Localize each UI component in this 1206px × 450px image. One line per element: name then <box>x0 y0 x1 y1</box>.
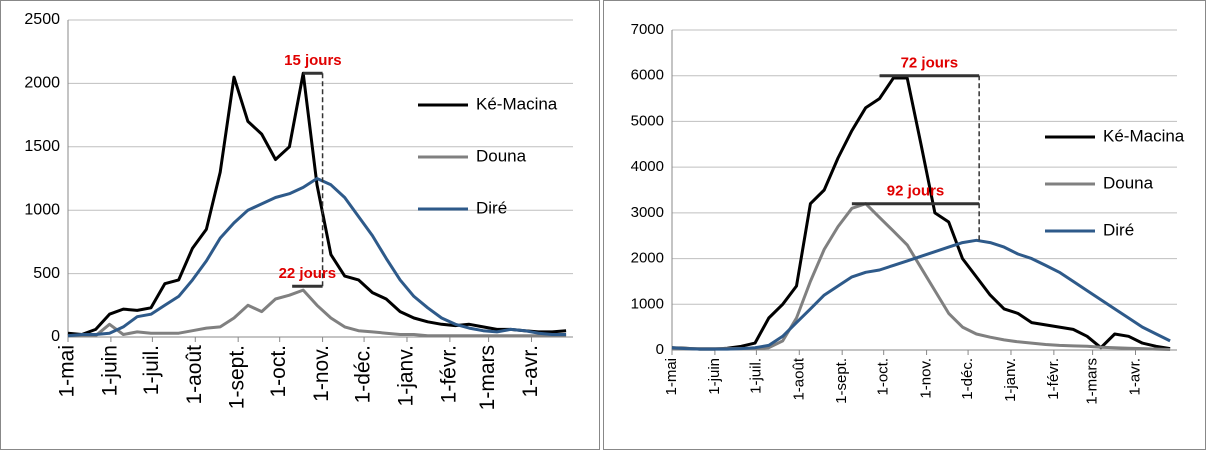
series-line <box>671 76 1171 351</box>
x-tick-label: 1-juil. <box>140 345 163 395</box>
legend-label: Douna <box>1103 173 1154 192</box>
annotation-label: 15 jours <box>284 52 342 69</box>
x-tick-label: 1-déc. <box>352 345 375 403</box>
x-tick-label: 1-oct. <box>267 345 290 398</box>
x-tick-label: 1-déc. <box>959 358 976 400</box>
x-tick-label: 1-juin <box>706 358 723 395</box>
x-tick-label: 1-juin <box>98 345 121 396</box>
y-tick-label: 2000 <box>631 250 664 267</box>
x-tick-label: 1-janv. <box>395 345 418 406</box>
series-line <box>671 238 1171 351</box>
y-tick-label: 7000 <box>631 21 664 38</box>
x-tick-label: 1-sept. <box>833 358 850 404</box>
y-tick-label: 0 <box>51 328 60 345</box>
x-tick-label: 1-mars <box>476 345 499 410</box>
x-tick-label: 1-juil. <box>747 358 764 394</box>
x-tick-label: 1-nov. <box>918 358 935 399</box>
annotation-label: 22 jours <box>279 265 337 282</box>
legend-label: Diré <box>476 198 507 217</box>
y-tick-label: 1500 <box>24 138 60 155</box>
x-tick-label: 1-févr. <box>437 345 460 403</box>
y-tick-label: 1000 <box>24 201 60 218</box>
y-tick-label: 3000 <box>631 204 664 221</box>
y-tick-label: 5000 <box>631 112 664 129</box>
x-tick-label: 1-janv. <box>1002 358 1019 402</box>
annotation-label: 72 jours <box>901 55 959 72</box>
x-tick-label: 1-oct. <box>875 358 892 396</box>
legend-label: Diré <box>1103 220 1134 239</box>
y-tick-label: 6000 <box>631 67 664 84</box>
x-tick-label: 1-avr. <box>519 345 542 398</box>
legend-label: Ké-Macina <box>1103 126 1185 145</box>
annotation-label: 92 jours <box>887 183 945 200</box>
x-tick-label: 1-avr. <box>1126 358 1143 396</box>
y-tick-label: 500 <box>33 265 60 282</box>
series-line <box>67 177 567 338</box>
legend-label: Ké-Macina <box>476 94 558 113</box>
x-tick-label: 1-févr. <box>1045 358 1062 400</box>
series-line <box>68 288 567 338</box>
x-tick-label: 1-août <box>183 345 206 405</box>
x-tick-label: 1-août <box>790 357 807 400</box>
series-line <box>672 202 1171 351</box>
legend-label: Douna <box>476 146 527 165</box>
x-tick-label: 1-mai <box>56 345 79 398</box>
x-tick-label: 1-mars <box>1084 358 1101 405</box>
x-tick-label: 1-mai <box>663 358 680 396</box>
y-tick-label: 2000 <box>24 75 60 92</box>
y-tick-label: 1000 <box>631 295 664 312</box>
y-tick-label: 0 <box>656 341 664 358</box>
y-tick-label: 2500 <box>24 11 60 28</box>
series-line <box>67 71 567 336</box>
x-tick-label: 1-nov. <box>310 345 333 402</box>
x-tick-label: 1-sept. <box>226 345 249 409</box>
y-tick-label: 4000 <box>631 158 664 175</box>
